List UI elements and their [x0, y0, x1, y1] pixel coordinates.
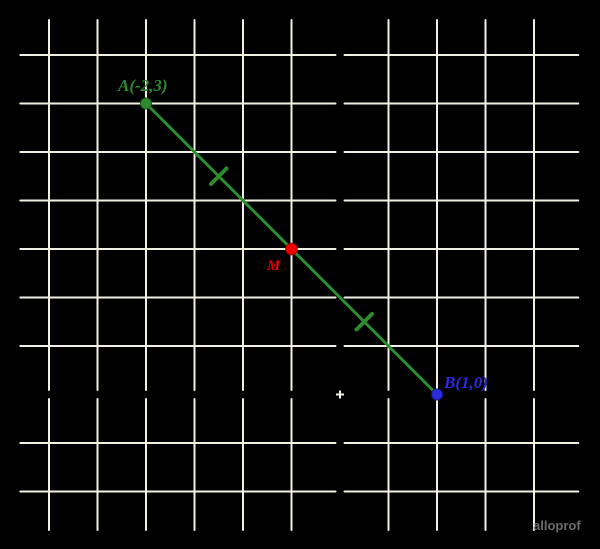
svg-text:A(-2,3): A(-2,3)	[117, 76, 168, 95]
svg-text:alloprof: alloprof	[533, 518, 581, 533]
svg-text:M: M	[266, 258, 281, 274]
svg-text:B(1,0): B(1,0)	[443, 373, 488, 392]
